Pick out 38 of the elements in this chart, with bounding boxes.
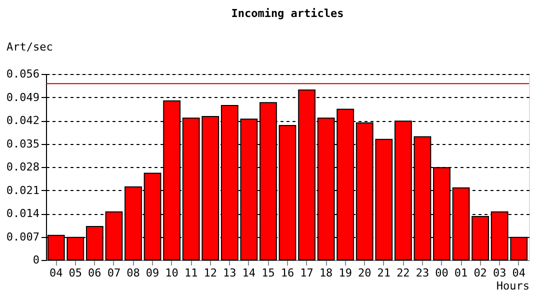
x-tick-label: 23 [416, 266, 430, 280]
y-tick-label: 0.056 [6, 68, 40, 80]
x-tick-label: 03 [492, 266, 506, 280]
x-tick-label: 09 [146, 266, 160, 280]
x-tick-label: 07 [107, 266, 121, 280]
y-tick-label: 0 [32, 254, 40, 266]
x-tick-label: 05 [68, 266, 82, 280]
y-tick-label: 0.049 [6, 90, 40, 104]
chart-title: Incoming articles [231, 7, 344, 20]
x-tick-label: 10 [165, 266, 178, 280]
x-tick-label: 02 [474, 266, 487, 280]
x-tick-label: 06 [88, 266, 102, 280]
y-tick-label: 0.028 [6, 160, 40, 174]
y-tick-label: 0.042 [6, 114, 40, 127]
x-tick-label: 12 [204, 266, 217, 280]
x-axis-title: Hours [496, 280, 530, 292]
x-tick-label: 14 [242, 266, 256, 280]
x-tick-label: 04 [50, 266, 64, 280]
y-tick-label: 0.007 [6, 230, 40, 244]
x-tick-label: 21 [377, 266, 391, 280]
y-tick-label: 0.035 [6, 137, 40, 150]
y-tick-label: 0.021 [6, 184, 40, 197]
x-tick-label: 19 [338, 266, 352, 280]
x-tick-label: 08 [126, 266, 140, 280]
x-tick-label: 20 [358, 266, 372, 280]
x-tick-label: 04 [512, 266, 526, 280]
x-tick-label: 16 [280, 266, 294, 280]
x-tick-label: 00 [435, 266, 448, 280]
y-axis-title: Art/sec [6, 40, 53, 54]
y-tick-label: 0.014 [6, 207, 40, 220]
bar [105, 211, 123, 260]
x-tick-label: 17 [300, 266, 314, 280]
x-tick-label: 13 [223, 266, 236, 280]
x-tick-label: 15 [262, 266, 275, 280]
x-tick-label: 01 [454, 266, 468, 280]
x-tick-label: 11 [184, 266, 198, 280]
x-tick-label: 22 [396, 266, 410, 280]
x-tick-label: 18 [319, 266, 333, 280]
